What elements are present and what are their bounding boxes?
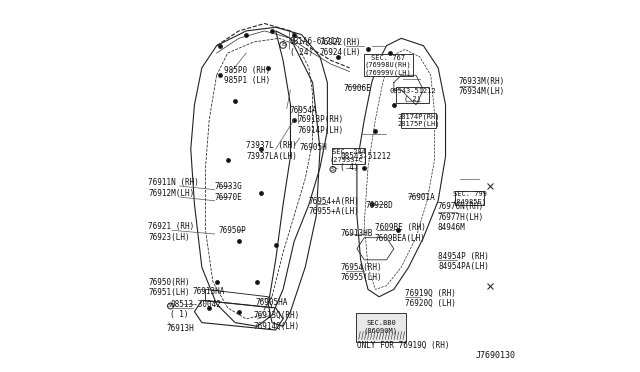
Text: 0B1A6-6121A
( 24): 0B1A6-6121A ( 24) xyxy=(290,38,340,57)
Text: 28174P(RH)
28175P(LH): 28174P(RH) 28175P(LH) xyxy=(397,113,440,128)
Text: 76913P(RH)
76914P(LH): 76913P(RH) 76914P(LH) xyxy=(298,115,344,135)
Text: 76976N(RH)
76977H(LH)
84946M: 76976N(RH) 76977H(LH) 84946M xyxy=(437,202,484,232)
FancyBboxPatch shape xyxy=(356,312,406,342)
Text: 76901A: 76901A xyxy=(408,193,436,202)
Text: 76954A: 76954A xyxy=(289,106,317,115)
Text: 7609BE (RH)
7609BEA(LH): 7609BE (RH) 7609BEA(LH) xyxy=(374,223,426,243)
FancyBboxPatch shape xyxy=(401,113,436,128)
Text: B: B xyxy=(281,42,285,48)
Text: 76970E: 76970E xyxy=(215,193,243,202)
Text: 76933G: 76933G xyxy=(215,182,243,191)
Text: 08513-30042
( 1): 08513-30042 ( 1) xyxy=(170,300,221,320)
Text: SEC. 767
(76998U(RH)
(76999V(LH): SEC. 767 (76998U(RH) (76999V(LH) xyxy=(365,55,412,76)
FancyBboxPatch shape xyxy=(396,87,429,103)
Text: 76919Q (RH)
76920Q (LH): 76919Q (RH) 76920Q (LH) xyxy=(405,289,456,308)
Text: 76950P: 76950P xyxy=(218,226,246,235)
Text: 76911N (RH)
76912M(LH): 76911N (RH) 76912M(LH) xyxy=(148,178,199,198)
Text: 76954(RH)
76955(LH): 76954(RH) 76955(LH) xyxy=(340,263,382,282)
FancyBboxPatch shape xyxy=(332,148,365,164)
Text: 76922(RH)
76924(LH): 76922(RH) 76924(LH) xyxy=(320,38,362,57)
Text: 76905HA: 76905HA xyxy=(255,298,288,307)
Text: 73937L (RH)
73937LA(LH): 73937L (RH) 73937LA(LH) xyxy=(246,141,297,161)
Text: 76950(RH)
76951(LH): 76950(RH) 76951(LH) xyxy=(148,278,190,297)
Text: SEC. 799
(84985E): SEC. 799 (84985E) xyxy=(452,191,486,205)
Text: 76921 (RH)
76923(LH): 76921 (RH) 76923(LH) xyxy=(148,222,195,242)
Text: 76913HA: 76913HA xyxy=(193,287,225,296)
Text: 985P0 (RH)
985P1 (LH): 985P0 (RH) 985P1 (LH) xyxy=(224,65,270,85)
FancyBboxPatch shape xyxy=(364,54,413,76)
FancyBboxPatch shape xyxy=(455,191,484,205)
Text: 84954P (RH)
84954PA(LH): 84954P (RH) 84954PA(LH) xyxy=(438,252,489,272)
Text: SEC. 284
(27933+C): SEC. 284 (27933+C) xyxy=(330,149,368,163)
Text: 08543-51212
( 4): 08543-51212 ( 4) xyxy=(340,152,391,172)
Text: S: S xyxy=(331,167,335,172)
Text: 76913Q(RH)
76914Q(LH): 76913Q(RH) 76914Q(LH) xyxy=(253,311,300,330)
Text: 76905H: 76905H xyxy=(300,143,328,152)
Text: 76913H: 76913H xyxy=(167,324,195,333)
Text: 76906E: 76906E xyxy=(344,84,371,93)
Text: S: S xyxy=(168,304,172,308)
Text: 76954+A(RH)
76955+A(LH): 76954+A(RH) 76955+A(LH) xyxy=(309,197,360,216)
Text: 76913HB: 76913HB xyxy=(340,230,372,238)
Text: ONLY FOR 76919Q (RH): ONLY FOR 76919Q (RH) xyxy=(357,341,449,350)
Text: 76928D: 76928D xyxy=(365,201,393,210)
Text: SEC.BB0
(86090M): SEC.BB0 (86090M) xyxy=(364,320,398,334)
Text: 08543-51212
( 2): 08543-51212 ( 2) xyxy=(389,89,436,102)
Text: 76933M(RH)
76934M(LH): 76933M(RH) 76934M(LH) xyxy=(458,77,505,96)
Text: J7690130: J7690130 xyxy=(475,351,515,360)
